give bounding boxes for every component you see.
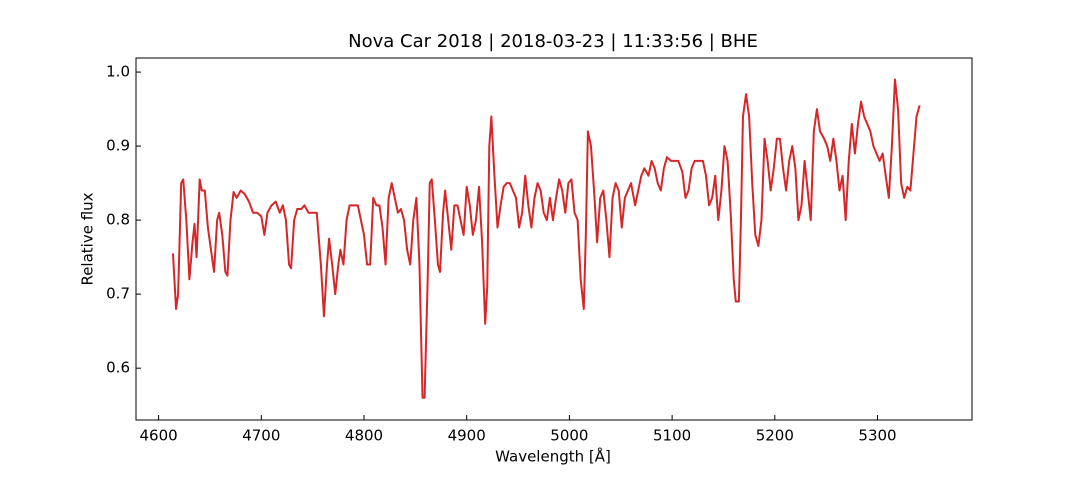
y-axis-label: Relative flux: [79, 192, 97, 285]
x-axis-label: Wavelength [Å]: [495, 447, 611, 466]
spectrum-line: [171, 78, 921, 399]
y-tick-label: 1.0: [106, 63, 130, 81]
x-tick-label: 5000: [550, 427, 588, 445]
x-tick-label: 5100: [653, 427, 691, 445]
y-tick-label: 0.7: [106, 285, 130, 303]
x-tick-label: 5200: [756, 427, 794, 445]
x-tick-label: 4600: [140, 427, 178, 445]
y-tick-label: 0.9: [106, 137, 130, 155]
plot-frame: [135, 57, 973, 421]
chart-title: Nova Car 2018 | 2018-03-23 | 11:33:56 | …: [348, 31, 758, 52]
y-tick-label: 0.6: [106, 359, 130, 377]
x-tick-label: 4900: [448, 427, 486, 445]
x-tick-label: 4700: [242, 427, 280, 445]
x-tick-label: 5300: [858, 427, 896, 445]
x-tick-label: 4800: [345, 427, 383, 445]
y-tick-label: 0.8: [106, 211, 130, 229]
